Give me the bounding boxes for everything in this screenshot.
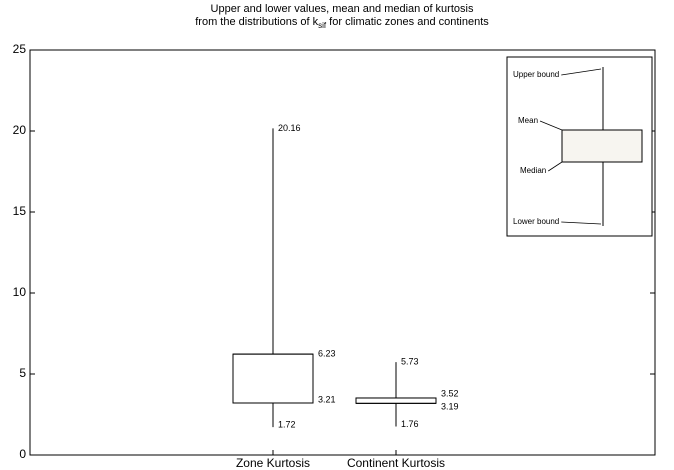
box (355, 397, 437, 404)
value-label: 1.72 (278, 420, 296, 430)
chart-title: Upper and lower values, mean and median … (211, 3, 474, 15)
box (232, 353, 314, 404)
y-tick-label: 0 (19, 447, 26, 461)
y-tick-label: 5 (19, 366, 26, 380)
legend-label: Upper bound (513, 70, 559, 79)
legend-label: Median (520, 166, 546, 175)
y-tick-label: 20 (13, 123, 27, 137)
chart-subtitle: from the distributions of ksif for clima… (195, 16, 489, 30)
legend-leader (561, 221, 602, 225)
legend-leader (539, 120, 563, 131)
legend-leader (561, 68, 602, 76)
legend-label: Lower bound (513, 217, 559, 226)
y-tick-label: 25 (13, 42, 27, 56)
value-label: 20.16 (278, 123, 301, 133)
subtitle-start: from the distributions of k (195, 16, 318, 28)
legend-leader (548, 161, 563, 172)
subtitle-subscript: sif (318, 21, 327, 30)
x-tick-label: Zone Kurtosis (236, 456, 310, 470)
plot-frame (29, 49, 656, 456)
value-label: 3.19 (441, 402, 459, 412)
y-tick-label: 15 (13, 204, 27, 218)
value-label: 3.21 (318, 394, 336, 404)
legend-box (561, 129, 643, 163)
y-tick-label: 10 (13, 285, 27, 299)
value-label: 6.23 (318, 348, 336, 358)
x-tick-label: Continent Kurtosis (347, 456, 445, 470)
legend-label: Mean (518, 116, 538, 125)
value-label: 5.73 (401, 357, 419, 367)
value-label: 3.52 (441, 388, 459, 398)
subtitle-end: for climatic zones and continents (326, 16, 489, 28)
value-label: 1.76 (401, 419, 419, 429)
